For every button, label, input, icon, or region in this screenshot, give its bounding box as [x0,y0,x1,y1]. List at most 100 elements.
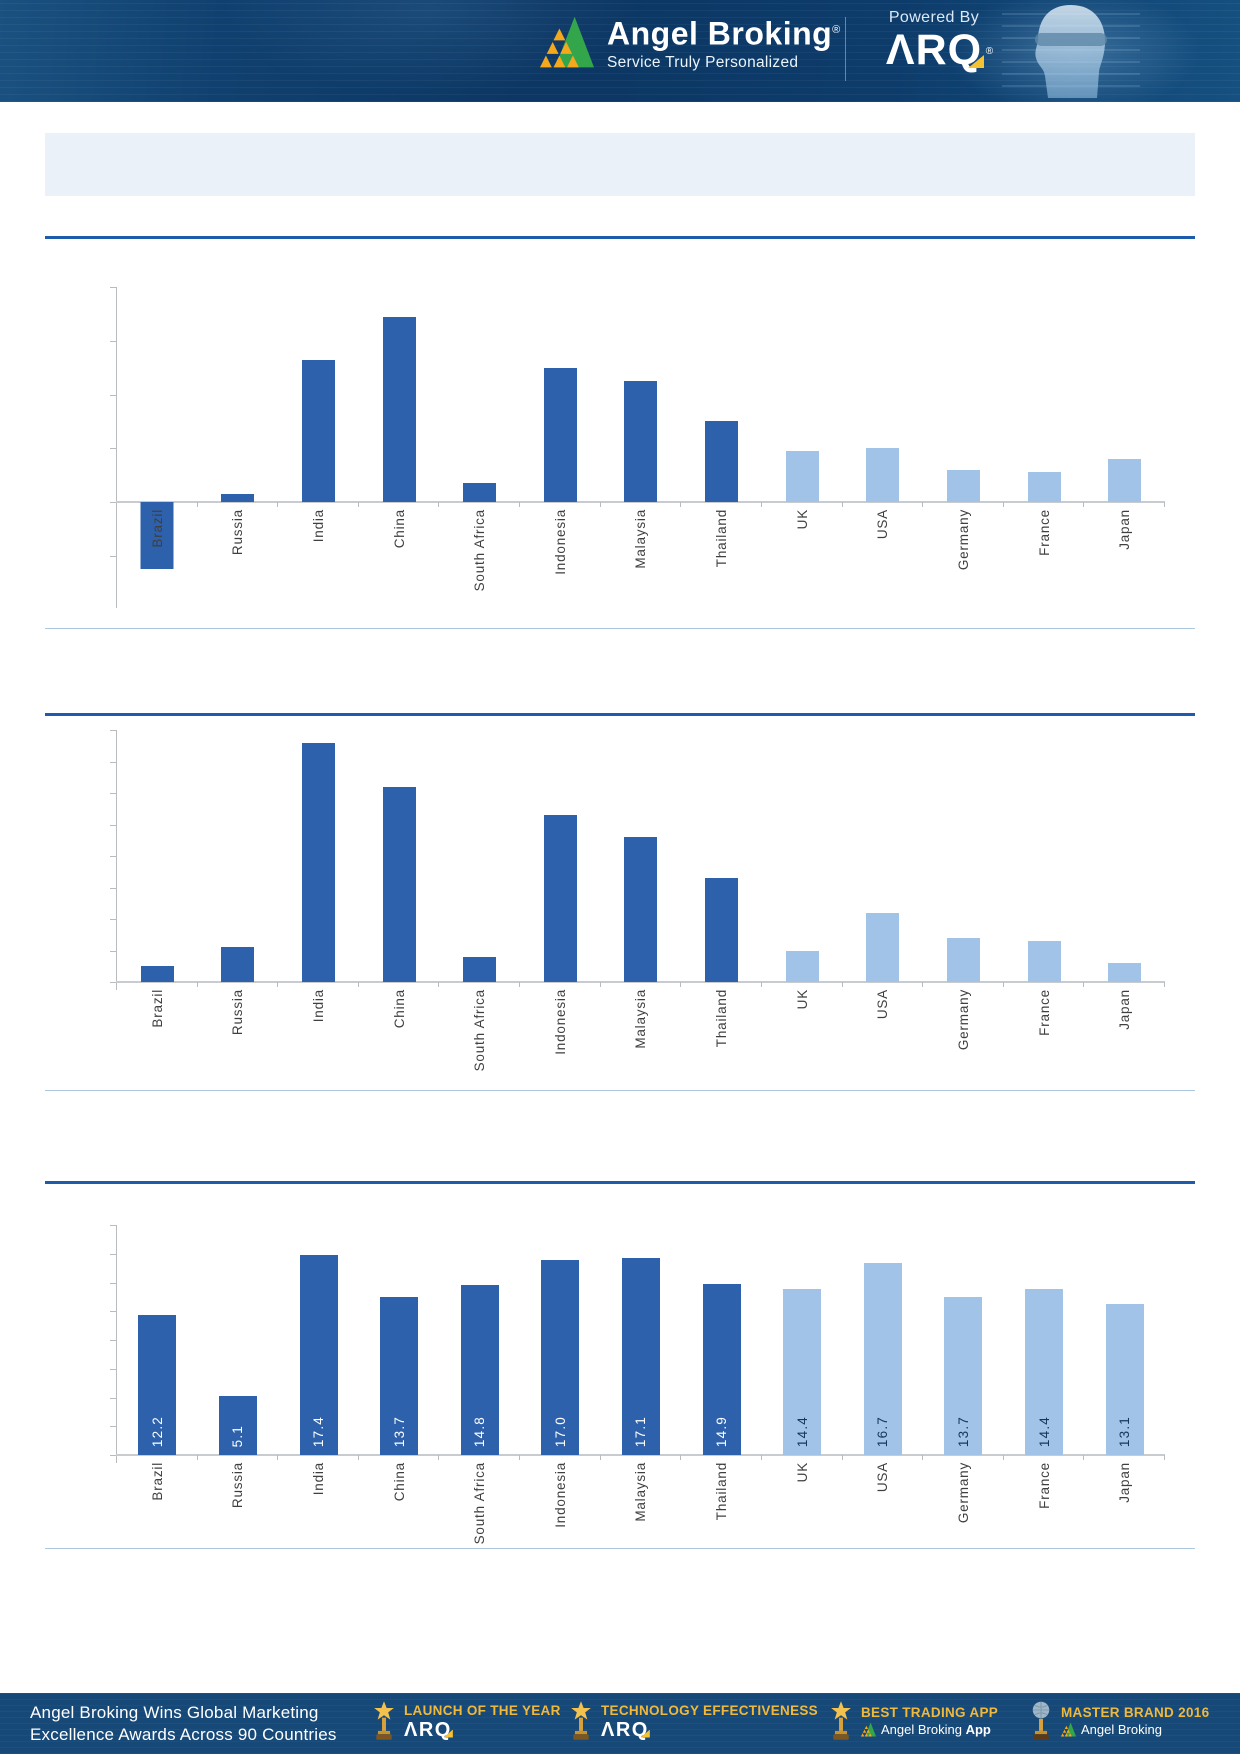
y-tick [110,1340,116,1341]
bar-column [198,287,279,502]
award-launch-of-the-year: LAUNCH OF THE YEAR ΛRQ [373,1701,561,1741]
x-label-indonesia: Indonesia [552,989,568,1055]
bar-column [439,287,520,502]
brand-name: Angel Broking [607,15,833,52]
x-label-cell: Malaysia [601,1462,682,1522]
bar-column: 12.2 [117,1225,198,1455]
bar-uk [785,450,819,502]
bar-uk [785,950,819,982]
x-axis [116,981,1165,983]
value-label: 16.7 [875,1415,891,1447]
x-tick [1002,502,1004,507]
value-label: 12.2 [149,1415,165,1447]
y-tick [110,856,116,857]
y-axis [116,1225,117,1463]
x-label-cell: Malaysia [601,989,682,1049]
bar-russia [221,947,255,982]
y-tick [110,555,116,557]
x-label-cell: South Africa [439,1462,520,1544]
trophy-icon [374,1701,394,1740]
bar-column [842,287,923,502]
x-label-india: India [311,1462,327,1496]
x-label-indonesia: Indonesia [552,509,568,575]
x-label-cell: Russia [198,1462,279,1508]
x-label-cell: UK [762,989,843,1009]
x-label-cell: India [278,989,359,1022]
x-label-cell: Malaysia [601,509,682,569]
x-label-cell: Japan [1084,989,1165,1030]
x-label-south-africa: South Africa [472,1462,488,1545]
bar-column [842,730,923,982]
x-tick [519,982,521,987]
x-label-cell: Japan [1084,1462,1165,1503]
section-divider [45,1181,1195,1184]
x-label-china: China [391,509,407,549]
x-label-brazil: Brazil [149,989,165,1028]
x-label-cell: South Africa [439,989,520,1071]
award-master-brand-2016: MASTER BRAND 2016 Angel Broking [1030,1701,1209,1741]
bar-china: 13.7 [380,1297,419,1455]
bar-france [1027,472,1061,502]
x-label-cell: Germany [923,1462,1004,1523]
x-labels: Brazil Russia India China South Africa Indone… [117,502,1165,633]
bar-japan [1108,963,1142,982]
x-label-germany: Germany [955,989,971,1051]
y-tick [110,1253,116,1255]
y-tick [110,761,116,763]
x-label-cell: France [1004,1462,1085,1509]
x-label-cell: Russia [198,509,279,555]
chart-3: 12.2 5.1 17.4 13.7 14.8 17.0 17.1 14.9 14.4 16.7 1… [100,1225,1165,1554]
x-label-cell: Russia [198,989,279,1035]
light-divider [45,628,1195,629]
y-tick [110,1225,116,1226]
bar-south-africa [463,956,497,982]
y-tick [110,502,116,503]
x-label-cell: UK [762,1462,843,1482]
x-tick [922,1455,924,1460]
bar-column [1084,287,1165,502]
bar-column [601,287,682,502]
bar-malaysia: 17.1 [621,1258,660,1455]
bar-column: 17.1 [601,1225,682,1455]
light-divider [45,1548,1195,1549]
y-tick [110,1397,116,1399]
award-best-trading-app: BEST TRADING APP Angel Broking App [830,1701,998,1741]
x-tick [196,982,198,987]
section-divider [45,236,1195,239]
arq-logo-small: ΛRQ [404,1718,453,1741]
bar-column: 13.7 [359,1225,440,1455]
x-tick [599,502,601,507]
x-label-cell: Indonesia [520,1462,601,1528]
x-tick [1164,502,1165,507]
x-label-cell: Brazil [117,509,198,548]
x-label-brazil: Brazil [149,1462,165,1501]
x-tick [1164,982,1165,987]
bar-thailand [705,878,739,982]
bar-column [359,730,440,982]
bar-column [520,730,601,982]
y-tick [110,1282,116,1284]
bar-india [302,359,336,502]
x-label-malaysia: Malaysia [633,509,649,569]
y-axis [116,730,117,990]
x-tick [438,982,440,987]
x-label-cell: USA [842,509,923,539]
bar-column [762,287,843,502]
x-tick [1164,1455,1165,1460]
x-tick [922,982,924,987]
bar-column [762,730,843,982]
arq-logo-small: ΛRQ [601,1718,650,1741]
x-label-japan: Japan [1117,1462,1133,1503]
bar-china [382,316,416,502]
bar-usa [866,912,900,982]
title-box [45,133,1195,196]
x-label-usa: USA [875,509,891,540]
plot-area [100,730,1165,990]
x-label-cell: Brazil [117,1462,198,1501]
x-label-cell: China [359,989,440,1028]
x-label-south-africa: South Africa [472,509,488,592]
chart-2: Brazil Russia India China South Africa Indone… [100,730,1165,1095]
bar-column [923,730,1004,982]
angel-broking-pyramid-mini-icon [861,1722,876,1737]
bar-column: 13.1 [1084,1225,1165,1455]
